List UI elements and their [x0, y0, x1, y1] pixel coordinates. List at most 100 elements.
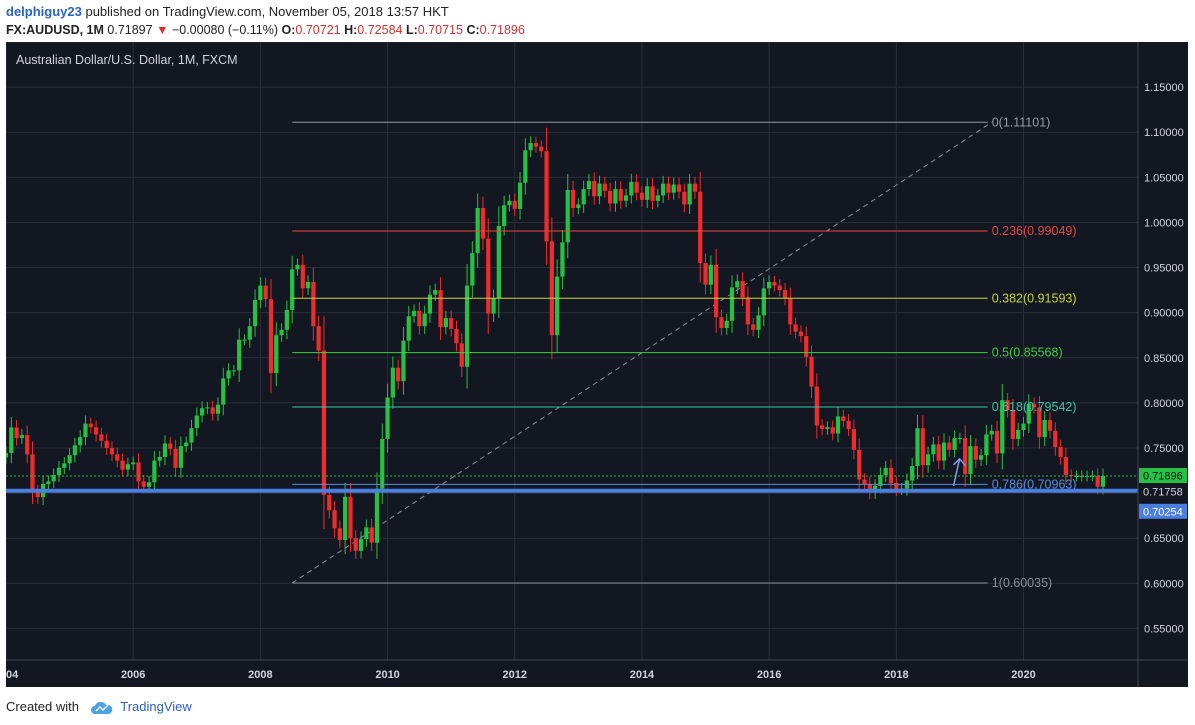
- candle-body: [602, 183, 607, 191]
- candle-up: [645, 178, 650, 209]
- candle-body: [692, 183, 698, 192]
- candle-down: [549, 217, 554, 360]
- author-link[interactable]: delphiguy23: [6, 4, 82, 19]
- candle-down: [99, 427, 104, 448]
- candle-up: [62, 457, 67, 475]
- candle-body: [586, 180, 592, 190]
- candle-body: [1000, 400, 1005, 454]
- last-price: 0.71897: [107, 23, 153, 37]
- candle-down: [814, 373, 819, 439]
- candle-body: [300, 264, 305, 289]
- candle-down: [894, 476, 899, 497]
- candle-body: [9, 427, 14, 453]
- price-tick-label: 1.00000: [1144, 217, 1184, 229]
- candle-body: [401, 340, 406, 382]
- candle-up: [941, 433, 947, 470]
- candle-down: [862, 473, 867, 491]
- candle-body: [83, 423, 88, 438]
- candle-up: [1090, 470, 1095, 482]
- price-tick-label: 0.65000: [1144, 533, 1184, 545]
- candle-body: [406, 316, 411, 341]
- candle-up: [343, 482, 348, 555]
- candle-up: [989, 424, 994, 441]
- chart-title: Australian Dollar/U.S. Dollar, 1M, FXCM: [16, 53, 238, 67]
- footer: Created with TradingView: [6, 696, 192, 718]
- candle-body: [1010, 410, 1016, 439]
- candle-body: [676, 184, 682, 192]
- candle-down: [321, 316, 327, 530]
- candle-body: [533, 143, 539, 147]
- candle-body: [464, 285, 470, 367]
- candle-down: [798, 325, 804, 343]
- candle-body: [894, 483, 899, 490]
- candle-up: [1026, 394, 1031, 434]
- candle-body: [321, 350, 327, 495]
- high-label: H:: [344, 23, 358, 37]
- candle-up: [671, 177, 676, 200]
- candle-body: [973, 446, 978, 460]
- candle-up: [708, 255, 713, 295]
- candle-up: [364, 519, 369, 547]
- candle-up: [523, 138, 528, 195]
- time-tick-label: 2016: [757, 669, 781, 681]
- candle-down: [115, 447, 120, 468]
- candle-body: [496, 226, 501, 299]
- tradingview-brand-link[interactable]: TradingView: [120, 699, 192, 714]
- candle-body: [910, 466, 915, 481]
- candle-body: [661, 183, 666, 196]
- candle-body: [766, 281, 772, 289]
- candle-up: [978, 448, 984, 467]
- candle-up: [184, 436, 189, 453]
- candle-body: [756, 315, 761, 330]
- candle-up: [565, 174, 570, 259]
- candle-up: [189, 419, 194, 451]
- time-tick-label: 2006: [121, 669, 145, 681]
- candle-body: [623, 195, 629, 201]
- chart-panel[interactable]: 0(1.11101) 0.236(0.99049) 0.382(0.91593) 0.…: [6, 42, 1188, 687]
- candle-body: [798, 331, 804, 337]
- candle-body: [931, 444, 936, 455]
- candle-up: [6, 446, 9, 464]
- candle-body: [804, 336, 809, 357]
- candle-body: [252, 300, 258, 327]
- candle-body: [618, 189, 623, 201]
- candle-down: [745, 286, 751, 336]
- candle-body: [793, 324, 798, 332]
- candle-body: [862, 479, 867, 485]
- candle-body: [104, 440, 109, 448]
- candle-body: [25, 435, 30, 455]
- candle-body: [152, 460, 157, 483]
- candle-body: [396, 367, 401, 382]
- candle-body: [751, 324, 756, 330]
- price-axis-label: 0.71758: [1143, 487, 1183, 499]
- candle-body: [947, 442, 952, 450]
- candle-body: [109, 447, 115, 455]
- candle-up: [242, 334, 247, 346]
- candle-body: [125, 464, 131, 470]
- candle-down: [353, 530, 358, 559]
- candle-body: [443, 318, 448, 328]
- created-with-label: Created with: [6, 699, 79, 714]
- candle-body: [184, 442, 189, 447]
- candle-body: [210, 407, 215, 414]
- candle-up: [661, 175, 666, 204]
- candle-body: [311, 281, 316, 327]
- candle-up: [586, 173, 592, 197]
- candle-body: [682, 191, 687, 205]
- candle-down: [512, 193, 517, 216]
- candle-down: [639, 185, 645, 207]
- candlestick-chart[interactable]: 0(1.11101) 0.236(0.99049) 0.382(0.91593) 0.…: [6, 42, 1188, 687]
- candle-down: [592, 172, 597, 205]
- candle-body: [698, 191, 703, 264]
- candle-body: [231, 370, 236, 372]
- candle-body: [650, 186, 655, 201]
- candle-down: [692, 176, 698, 199]
- candle-up: [19, 429, 25, 445]
- price-tick-label: 0.60000: [1144, 578, 1184, 590]
- candle-body: [708, 264, 713, 285]
- candle-body: [655, 195, 660, 201]
- candle-down: [438, 277, 443, 340]
- candle-up: [761, 277, 766, 327]
- candle-up: [78, 430, 83, 453]
- candle-up: [517, 172, 523, 220]
